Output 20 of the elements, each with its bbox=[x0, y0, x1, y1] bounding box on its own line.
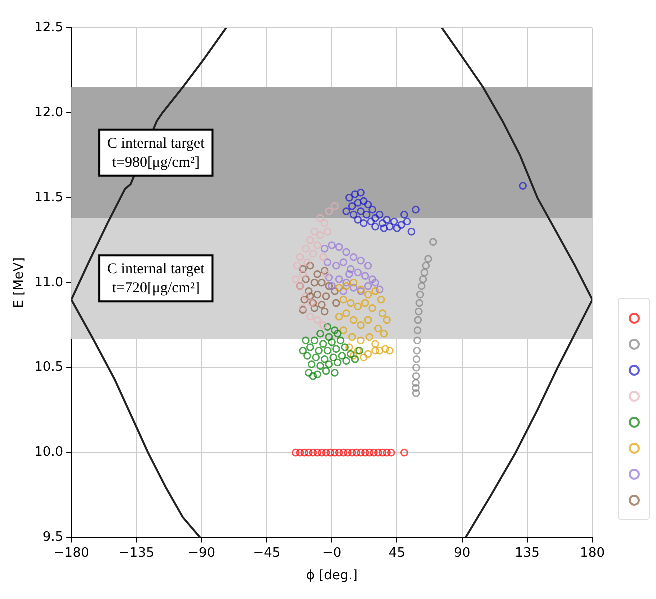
x-tick-label: −135 bbox=[118, 546, 155, 561]
y-tick-label: 10.5 bbox=[34, 360, 64, 376]
y-tick-label: 11.5 bbox=[34, 190, 64, 206]
y-tick-label: 12.0 bbox=[34, 105, 64, 120]
x-tick-label: 135 bbox=[515, 546, 540, 561]
y-tick-label: 11.0 bbox=[34, 275, 64, 290]
x-tick-label: −90 bbox=[188, 546, 216, 561]
y-tick-label: 9.5 bbox=[42, 530, 64, 546]
x-tick-label: −0 bbox=[322, 546, 342, 561]
x-tick-label: 180 bbox=[580, 546, 606, 561]
x-tick-label: −45 bbox=[253, 546, 281, 561]
y-tick-label: 12.5 bbox=[34, 20, 64, 36]
x-tick-label: 45 bbox=[388, 546, 406, 561]
y-tick-label: 10.0 bbox=[34, 445, 64, 460]
y-axis-title: E [MeV] bbox=[12, 258, 28, 308]
x-tick-label: −180 bbox=[54, 546, 90, 561]
x-axis-title: ϕ [deg.] bbox=[306, 568, 358, 584]
band-label: C internal target t=980[μg/cm²] bbox=[108, 136, 206, 171]
band-label: C internal target t=720[μg/cm²] bbox=[108, 262, 206, 297]
x-tick-label: 90 bbox=[454, 546, 471, 561]
